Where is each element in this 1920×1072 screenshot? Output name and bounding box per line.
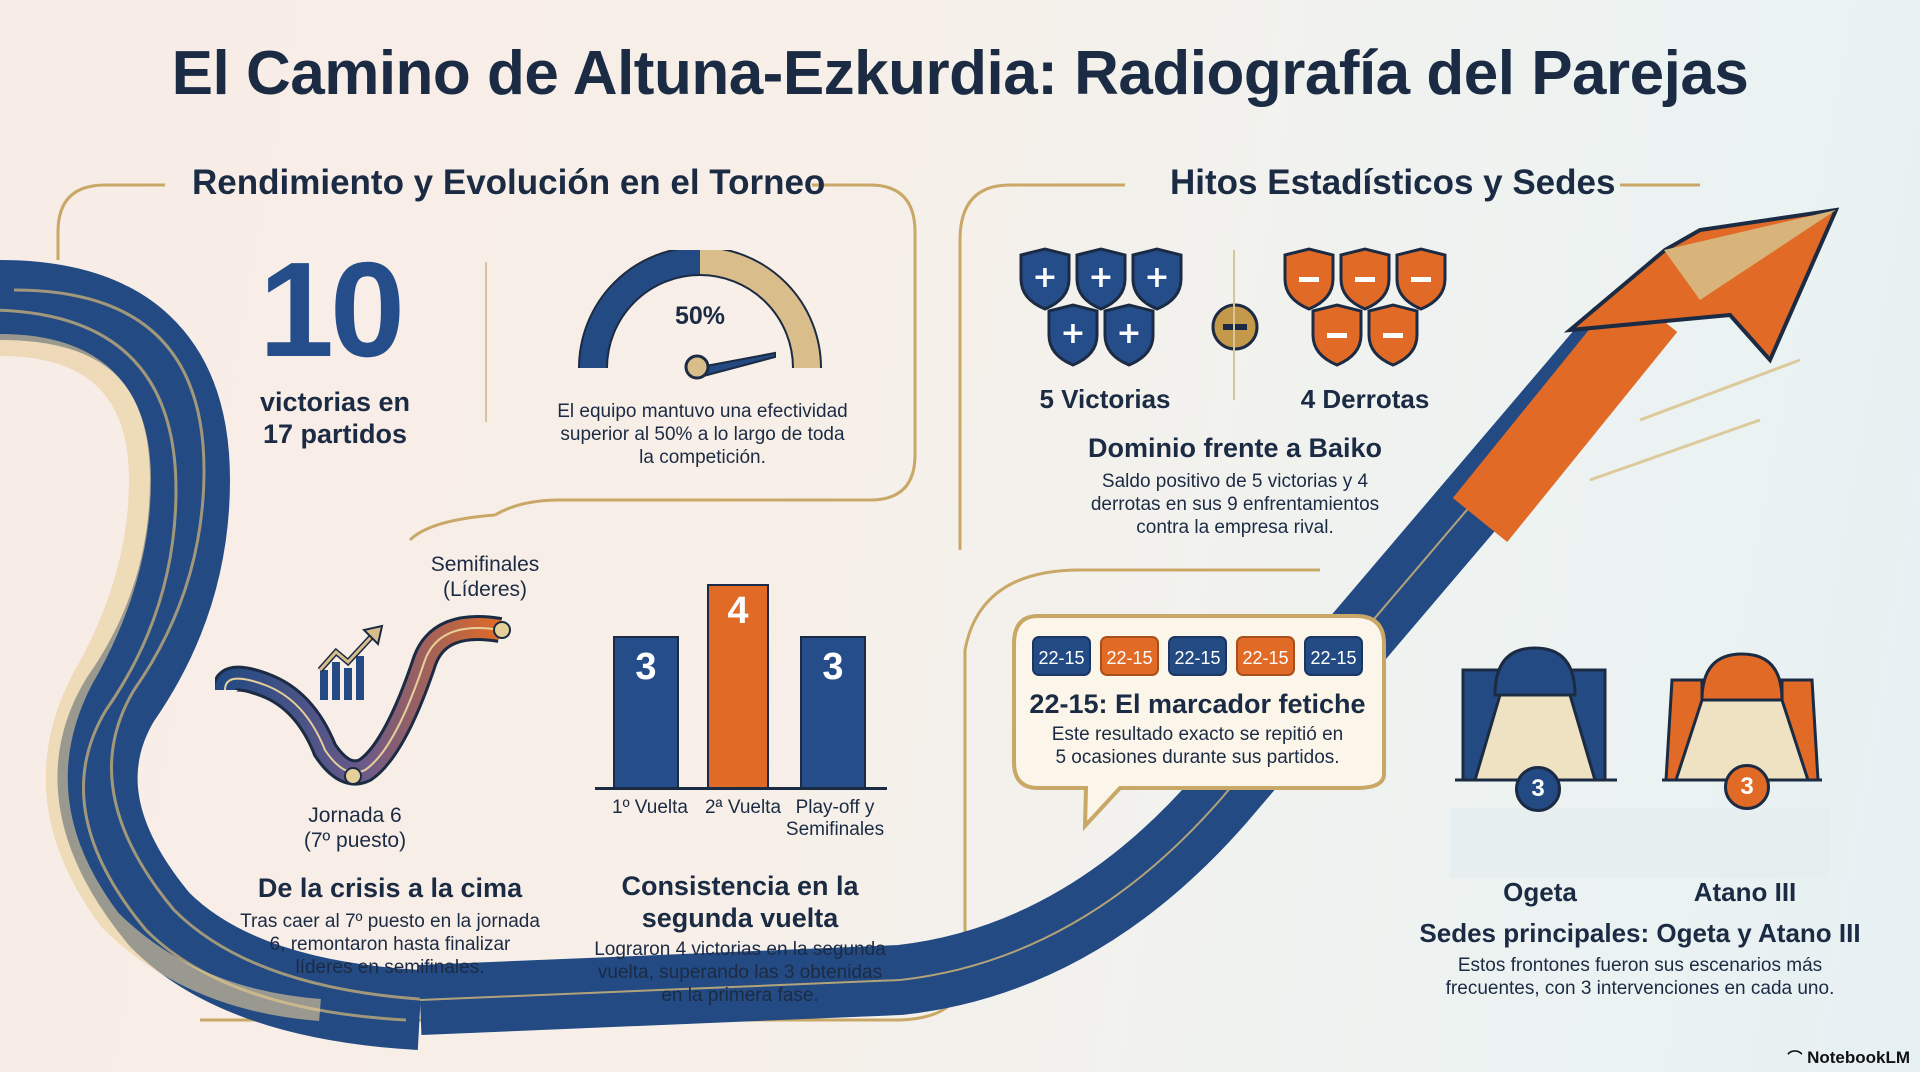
bar-playoff: 3 (800, 636, 866, 789)
score-chip: 22-15 (1100, 636, 1159, 676)
svg-text:+: + (1032, 260, 1057, 295)
efficiency-gauge (578, 250, 822, 380)
venues-description: Estos frontones fueron sus escenarios má… (1410, 954, 1870, 1000)
baiko-heading: Dominio frente a Baiko (1087, 433, 1383, 463)
wins-text-line2: 17 partidos (262, 419, 408, 449)
venue-floor (1450, 808, 1830, 878)
consistency-desc-line2: vuelta, superando las 3 obtenidas (597, 962, 883, 983)
watermark-text: NotebookLM (1807, 1048, 1910, 1067)
bar-first-round-label: 1º Vuelta (612, 797, 688, 818)
ogeta-fronton-icon (1455, 646, 1617, 782)
growth-chart-icon (317, 624, 384, 700)
svg-text:+: + (1088, 260, 1113, 295)
bar-first-round-value: 3 (635, 646, 657, 688)
consistency-desc-line1: Lograron 4 victorias en la segunda (594, 939, 886, 960)
consistency-desc-line3: en la primera fase. (661, 985, 819, 1006)
crisis-bottom-label: Jornada 6 (7º puesto) (285, 803, 425, 853)
score-chips: 22-15 22-15 22-15 22-15 22-15 (1032, 636, 1364, 676)
crisis-top-label: Semifinales (Líderes) (410, 552, 560, 602)
page-title: El Camino de Altuna-Ezkurdia: Radiografí… (171, 39, 1749, 108)
ogeta-count-badge: 3 (1515, 766, 1561, 812)
svg-text:+: + (1060, 316, 1085, 351)
score-chip: 22-15 (1304, 636, 1363, 676)
defeats-label: 4 Derrotas (1300, 384, 1430, 414)
score-heading: 22-15: El marcador fetiche (1029, 689, 1366, 719)
venue2-name: Atano III (1693, 877, 1797, 907)
venues-desc-line1: Estos frontones fueron sus escenarios má… (1457, 955, 1823, 976)
wins-number: 10 (258, 234, 405, 385)
bar-playoff-label: Play-off y Semifinales (775, 797, 895, 841)
gauge-desc-line2: superior al 50% a lo largo de toda (560, 424, 845, 445)
baiko-shields: + + + + + (1019, 247, 1447, 367)
score-chip: 22-15 (1236, 636, 1295, 676)
crisis-desc-line1: Tras caer al 7º puesto en la jornada (240, 911, 540, 932)
bar-second-round-value: 4 (727, 590, 749, 632)
bar-playoff-label-line2: Semifinales (785, 819, 885, 840)
bar-second-round: 4 (707, 584, 769, 789)
score-desc-line2: 5 ocasiones durante sus partidos. (1055, 747, 1340, 768)
consistency-heading-line1: Consistencia en la (621, 871, 859, 901)
atano-count-badge: 3 (1724, 764, 1770, 810)
crisis-curve (215, 615, 511, 786)
crisis-bottom-label-line1: Jornada 6 (308, 804, 402, 827)
bar-playoff-label-line1: Play-off y (795, 797, 875, 818)
notebooklm-watermark: ⌒ NotebookLM (1787, 1047, 1910, 1068)
consistency-description: Lograron 4 victorias en la segunda vuelt… (565, 938, 915, 1007)
shield-divider (1233, 250, 1235, 400)
consistency-heading-line2: segunda vuelta (641, 903, 839, 933)
baiko-desc-line2: derrotas en sus 9 enfrentamientos (1090, 494, 1380, 515)
wins-text-line1: victorias en (259, 387, 411, 417)
venue1-name: Ogeta (1503, 877, 1577, 907)
gauge-label: 50% (674, 302, 726, 330)
bar-first-round: 3 (613, 636, 679, 789)
score-description: Este resultado exacto se repitió en 5 oc… (1020, 723, 1375, 769)
crisis-desc-line3: líderes en semifinales. (295, 957, 485, 978)
crisis-desc-line2: 6, remontaron hasta finalizar (269, 934, 511, 955)
wins-text: victorias en 17 partidos (220, 386, 450, 450)
crisis-top-label-line2: (Líderes) (442, 578, 528, 601)
defeat-shields (1283, 247, 1447, 367)
crisis-heading: De la crisis a la cima (257, 873, 523, 903)
crisis-top-label-line1: Semifinales (430, 553, 540, 576)
svg-text:+: + (1144, 260, 1169, 295)
score-chip: 22-15 (1168, 636, 1227, 676)
left-section-title: Rendimiento y Evolución en el Torneo (192, 163, 826, 202)
right-section-title: Hitos Estadísticos y Sedes (1170, 163, 1616, 202)
svg-text:+: + (1116, 316, 1141, 351)
consistency-heading: Consistencia en la segunda vuelta (575, 870, 905, 934)
victories-label: 5 Victorias (1039, 384, 1171, 414)
score-desc-line1: Este resultado exacto se repitió en (1051, 724, 1344, 745)
crisis-description: Tras caer al 7º puesto en la jornada 6, … (225, 910, 555, 979)
atano-fronton-icon (1662, 652, 1822, 782)
baiko-desc-line1: Saldo positivo de 5 victorias y 4 (1101, 471, 1369, 492)
gauge-desc-line1: El equipo mantuvo una efectividad (557, 401, 848, 422)
gauge-desc-line3: la competición. (639, 447, 766, 468)
round-bar-chart: 3 4 3 (595, 580, 895, 790)
crisis-bottom-label-line2: (7º puesto) (303, 829, 407, 852)
baiko-description: Saldo positivo de 5 victorias y 4 derrot… (1055, 470, 1415, 539)
gauge-description: El equipo mantuvo una efectividad superi… (540, 400, 865, 469)
venues-heading: Sedes principales: Ogeta y Atano III (1419, 918, 1861, 948)
notebooklm-logo-icon: ⌒ (1787, 1050, 1803, 1067)
baiko-desc-line3: contra la empresa rival. (1136, 517, 1334, 538)
divider (485, 262, 487, 422)
venues-desc-line2: frecuentes, con 3 intervenciones en cada… (1445, 978, 1835, 999)
bar-playoff-value: 3 (822, 646, 844, 688)
bar-axis (595, 787, 887, 790)
bar-second-round-label: 2ª Vuelta (704, 797, 782, 818)
score-chip: 22-15 (1032, 636, 1091, 676)
